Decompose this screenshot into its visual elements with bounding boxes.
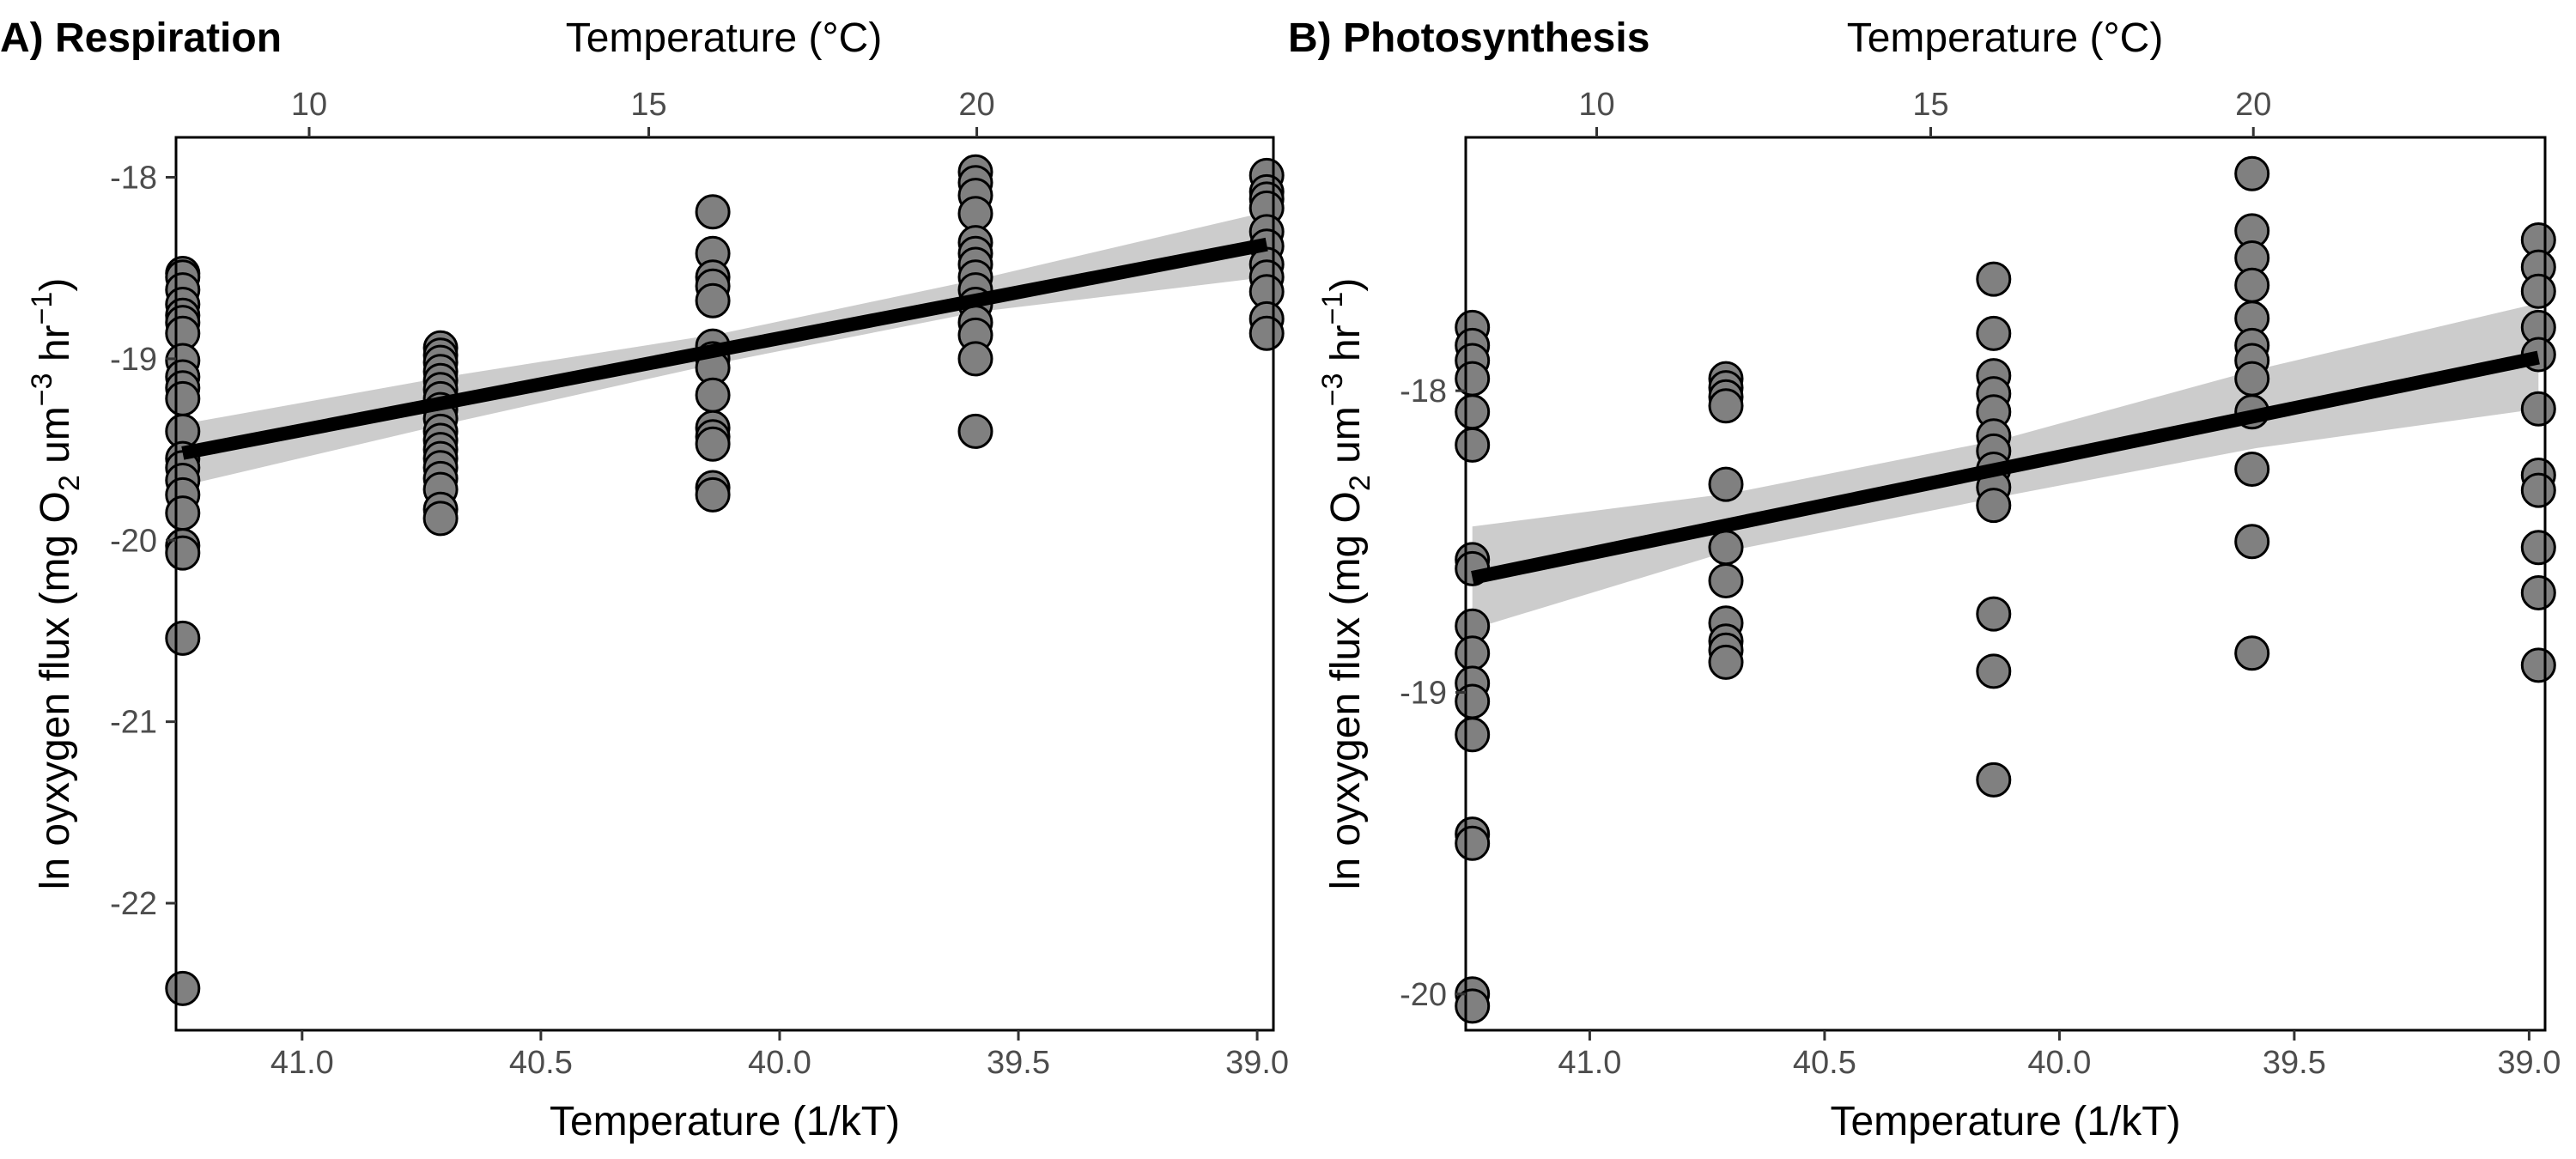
data-point bbox=[422, 501, 459, 537]
top-tick-label: 15 bbox=[1912, 87, 1948, 123]
top-tick-label: 15 bbox=[630, 87, 666, 123]
data-point bbox=[695, 194, 731, 230]
y-tick-label: -20 bbox=[110, 523, 157, 559]
y-axis-title: ln oyxygen flux (mg O2 um−3 hr−1) bbox=[26, 278, 86, 890]
top-tick-label: 20 bbox=[958, 87, 994, 123]
data-point bbox=[1455, 683, 1491, 719]
top-tick-label: 10 bbox=[1578, 87, 1614, 123]
data-point bbox=[957, 341, 993, 377]
x-tick-label: 40.0 bbox=[2027, 1045, 2091, 1081]
data-point bbox=[2234, 452, 2270, 487]
y-axis-title-part: um bbox=[1323, 406, 1369, 475]
y-axis-title-part: ) bbox=[33, 278, 78, 292]
x-tick-label: 41.0 bbox=[270, 1045, 334, 1081]
data-point bbox=[165, 970, 201, 1006]
data-point bbox=[2520, 575, 2556, 610]
data-point bbox=[1976, 653, 2012, 689]
data-point bbox=[695, 426, 731, 462]
data-point bbox=[2234, 155, 2270, 191]
data-point bbox=[695, 377, 731, 413]
panel-title: A) Respiration bbox=[0, 15, 282, 61]
data-point bbox=[1249, 315, 1285, 351]
data-point bbox=[165, 535, 201, 571]
data-point bbox=[957, 196, 993, 232]
data-point bbox=[1708, 644, 1744, 680]
data-point bbox=[1708, 466, 1744, 502]
y-axis-title-part: 2 bbox=[53, 475, 86, 491]
data-point bbox=[1708, 563, 1744, 598]
data-point bbox=[695, 282, 731, 319]
y-axis-title-part: ln oyxygen flux (mg O bbox=[33, 491, 78, 889]
panel-respiration: A) Respiration Temperature (°C) 41.0 40.5 40… bbox=[0, 15, 1289, 1144]
x-tick-label: 39.5 bbox=[2263, 1045, 2326, 1081]
data-point bbox=[1976, 762, 2012, 798]
data-point bbox=[1976, 261, 2012, 297]
data-point bbox=[1455, 394, 1491, 430]
data-point bbox=[1708, 530, 1744, 566]
panel-title: B) Photosynthesis bbox=[1288, 15, 1649, 61]
data-point bbox=[165, 495, 201, 531]
y-axis-title: ln oyxygen flux (mg O2 um−3 hr−1) bbox=[1316, 278, 1376, 890]
data-point bbox=[2520, 530, 2556, 566]
y-axis-title-part: ln oyxygen flux (mg O bbox=[1323, 491, 1369, 889]
regression-line bbox=[181, 237, 1268, 460]
data-point bbox=[1455, 717, 1491, 753]
y-axis-title-part: um bbox=[33, 406, 78, 475]
y-tick-label: -19 bbox=[1400, 675, 1447, 711]
x-tick-label: 40.5 bbox=[1793, 1045, 1856, 1081]
y-tick-label: -19 bbox=[110, 342, 157, 378]
top-axis-title: Temperature (°C) bbox=[566, 15, 883, 61]
data-point bbox=[695, 476, 731, 513]
data-point bbox=[1976, 315, 2012, 351]
y-tick-label: -20 bbox=[1400, 977, 1447, 1013]
y-tick-label: -18 bbox=[1400, 373, 1447, 410]
y-axis-title-part: −1 bbox=[1316, 292, 1349, 325]
data-point bbox=[2234, 361, 2270, 397]
x-tick-label: 39.0 bbox=[2497, 1045, 2561, 1081]
data-point bbox=[165, 380, 201, 416]
data-point bbox=[1455, 988, 1491, 1024]
y-tick-label: -21 bbox=[110, 705, 157, 741]
data-point bbox=[1976, 596, 2012, 632]
top-tick-label: 20 bbox=[2235, 87, 2271, 123]
regression-line bbox=[1471, 350, 2540, 585]
panel-photosynthesis: B) Photosynthesis Temperature (°C) 41.0 40.… bbox=[1288, 15, 2561, 1144]
data-point bbox=[957, 413, 993, 449]
data-point bbox=[2520, 647, 2556, 683]
y-axis-title-part: −1 bbox=[26, 292, 58, 325]
data-point bbox=[1455, 635, 1491, 671]
x-tick-label: 40.0 bbox=[748, 1045, 811, 1081]
data-point bbox=[1455, 427, 1491, 463]
data-point bbox=[1455, 825, 1491, 861]
y-axis-title-part: −3 bbox=[1316, 373, 1349, 406]
y-axis-title-part: hr bbox=[33, 325, 78, 373]
x-tick-label: 41.0 bbox=[1558, 1045, 1621, 1081]
x-axis-title: Temperature (1/kT) bbox=[1830, 1099, 2180, 1144]
y-tick-label: -18 bbox=[110, 161, 157, 197]
data-point bbox=[2234, 267, 2270, 303]
data-point bbox=[1708, 388, 1744, 424]
y-axis-title-part: hr bbox=[1323, 325, 1369, 373]
x-tick-label: 40.5 bbox=[509, 1045, 573, 1081]
y-tick-label: -22 bbox=[110, 886, 157, 922]
data-point bbox=[2234, 524, 2270, 560]
top-tick-label: 10 bbox=[291, 87, 327, 123]
plot-frame bbox=[174, 136, 1275, 1032]
plot-frame bbox=[1464, 136, 2547, 1032]
data-point bbox=[2234, 635, 2270, 671]
data-point bbox=[2520, 273, 2556, 309]
x-tick-label: 39.0 bbox=[1225, 1045, 1289, 1081]
x-axis-title: Temperature (1/kT) bbox=[550, 1099, 900, 1144]
y-axis-title-part: −3 bbox=[26, 373, 58, 406]
data-point bbox=[2520, 391, 2556, 427]
data-point bbox=[2520, 472, 2556, 508]
x-tick-label: 39.5 bbox=[987, 1045, 1050, 1081]
y-axis-title-part: ) bbox=[1323, 278, 1369, 292]
y-axis-title-part: 2 bbox=[1344, 475, 1376, 491]
top-axis-title: Temperature (°C) bbox=[1847, 15, 2164, 61]
data-point bbox=[1976, 488, 2012, 524]
data-point bbox=[165, 620, 201, 656]
